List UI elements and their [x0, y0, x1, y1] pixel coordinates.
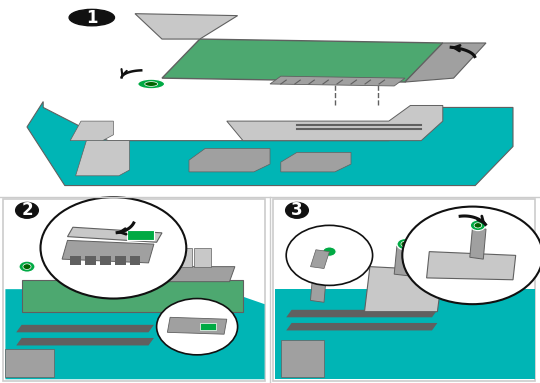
Circle shape	[312, 262, 325, 271]
Bar	[281, 340, 324, 377]
Polygon shape	[16, 325, 154, 332]
Polygon shape	[16, 338, 154, 345]
Polygon shape	[5, 289, 265, 379]
Polygon shape	[81, 267, 235, 282]
Circle shape	[157, 299, 238, 355]
Bar	[148, 248, 165, 267]
Bar	[85, 256, 96, 265]
Polygon shape	[227, 105, 443, 141]
Polygon shape	[470, 227, 486, 259]
Polygon shape	[286, 323, 437, 331]
Polygon shape	[135, 14, 238, 39]
Text: 2: 2	[21, 201, 33, 219]
Bar	[70, 256, 81, 265]
Circle shape	[402, 206, 540, 304]
Bar	[176, 248, 192, 267]
Circle shape	[40, 197, 186, 299]
Bar	[194, 248, 211, 267]
Circle shape	[397, 239, 413, 250]
Bar	[127, 230, 154, 241]
FancyBboxPatch shape	[3, 199, 265, 381]
Polygon shape	[68, 227, 162, 242]
Circle shape	[286, 203, 308, 218]
Polygon shape	[310, 250, 329, 268]
Polygon shape	[364, 267, 443, 312]
Circle shape	[474, 223, 482, 228]
Circle shape	[286, 225, 373, 285]
Circle shape	[145, 82, 158, 86]
Bar	[130, 256, 140, 265]
Polygon shape	[270, 76, 405, 86]
Text: 3: 3	[291, 201, 303, 219]
Circle shape	[470, 220, 485, 231]
Circle shape	[138, 79, 165, 89]
Polygon shape	[281, 152, 351, 172]
Polygon shape	[162, 39, 443, 82]
Circle shape	[23, 264, 31, 270]
Bar	[200, 323, 216, 331]
Polygon shape	[70, 121, 113, 141]
Polygon shape	[286, 310, 437, 317]
Polygon shape	[394, 246, 413, 276]
Bar	[5, 349, 54, 377]
Polygon shape	[405, 43, 486, 82]
FancyBboxPatch shape	[273, 199, 535, 381]
Polygon shape	[275, 289, 535, 379]
Polygon shape	[27, 101, 513, 186]
Polygon shape	[167, 317, 227, 334]
Circle shape	[16, 203, 38, 218]
Circle shape	[401, 241, 409, 247]
Circle shape	[69, 9, 114, 26]
Circle shape	[323, 247, 336, 256]
Polygon shape	[62, 241, 154, 263]
Text: 1: 1	[86, 8, 98, 26]
Text: ⊕: ⊕	[157, 267, 164, 276]
Circle shape	[19, 261, 35, 272]
Polygon shape	[427, 252, 516, 280]
Bar	[100, 256, 111, 265]
Polygon shape	[76, 141, 130, 176]
Polygon shape	[22, 280, 243, 312]
Polygon shape	[189, 149, 270, 172]
Bar	[115, 256, 126, 265]
Polygon shape	[310, 268, 327, 302]
